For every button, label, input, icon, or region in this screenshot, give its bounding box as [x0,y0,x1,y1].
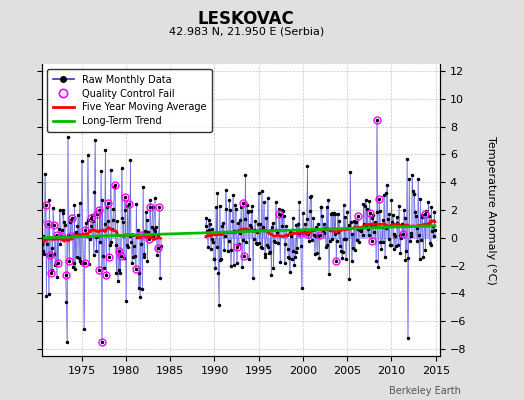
Legend: Raw Monthly Data, Quality Control Fail, Five Year Moving Average, Long-Term Tren: Raw Monthly Data, Quality Control Fail, … [47,69,212,132]
Text: LESKOVAC: LESKOVAC [198,10,294,28]
Text: Berkeley Earth: Berkeley Earth [389,386,461,396]
Text: 42.983 N, 21.950 E (Serbia): 42.983 N, 21.950 E (Serbia) [169,26,324,36]
Y-axis label: Temperature Anomaly (°C): Temperature Anomaly (°C) [486,136,496,284]
